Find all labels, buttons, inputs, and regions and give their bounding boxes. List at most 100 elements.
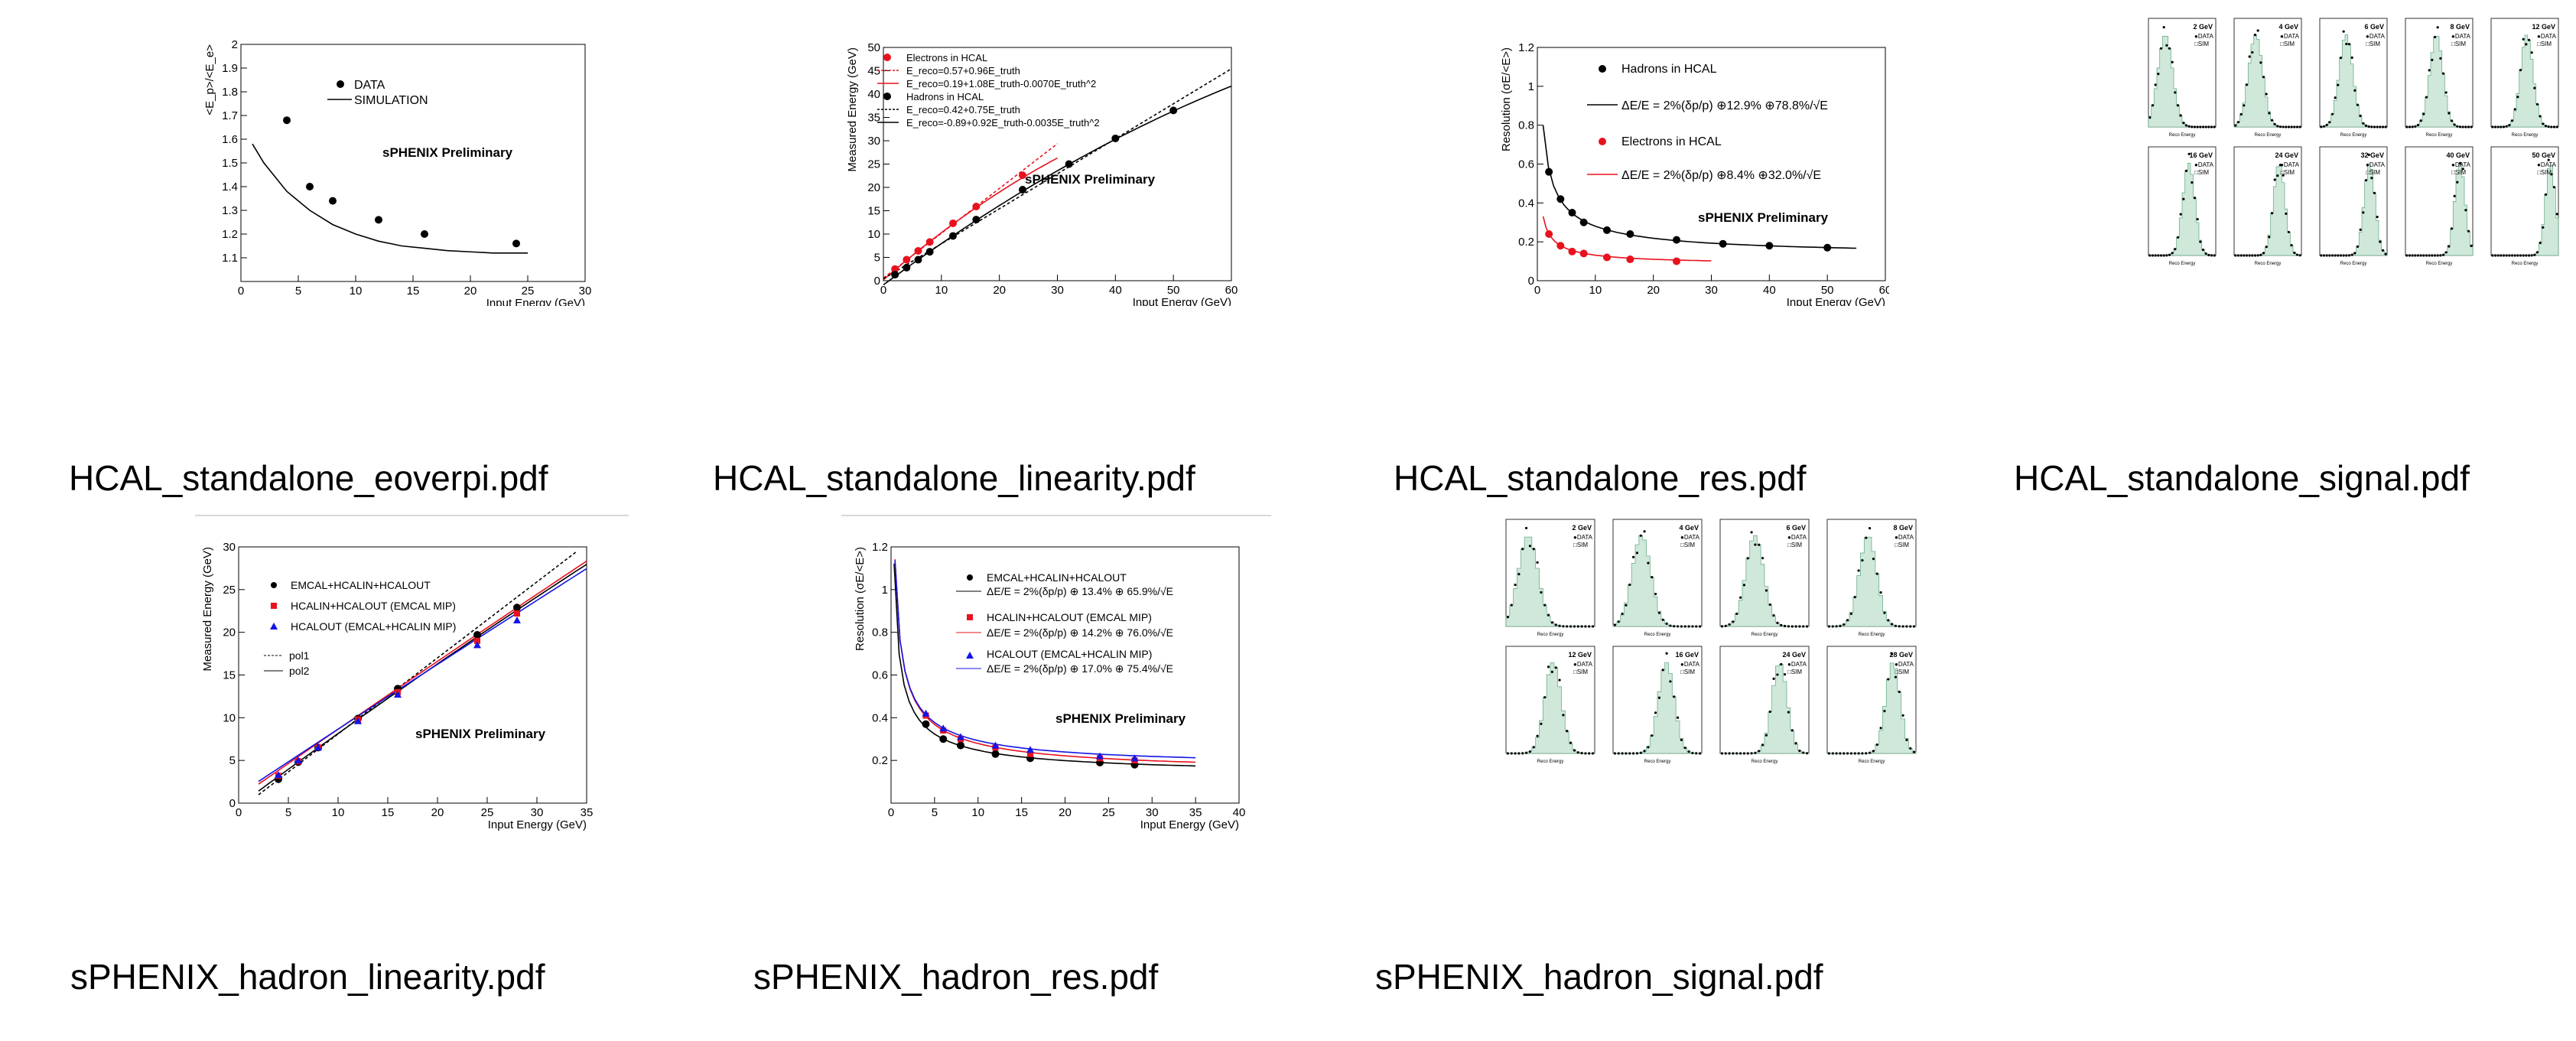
data-point — [2287, 125, 2291, 128]
legend-label: Hadrons in HCAL — [906, 91, 984, 102]
file-tile-hcal-eoverpi[interactable]: 0 5 10 15 20 25 30 1.1 1.2 1.3 1.4 1.5 1.6 1.7 1.8 1.9 2… — [191, 31, 635, 306]
x-tick-label: 25 — [522, 285, 535, 298]
data-point — [2295, 253, 2299, 256]
signal-panel: 40 GeV ●DATA□SIM Reco Energy — [2405, 146, 2474, 266]
data-point — [2245, 83, 2249, 86]
file-tile-sphenix-res[interactable]: 0 5 10 15 20 25 30 35 40 0.2 0.4 0.6 0.8 1 1.2 Input En… — [841, 535, 1247, 834]
data-point — [329, 197, 337, 205]
x-tick-label: 60 — [1225, 284, 1238, 297]
x-tick-label: 30 — [531, 806, 544, 819]
data-point — [2408, 254, 2412, 257]
data-point — [1588, 752, 1591, 755]
legend-label: □SIM — [2366, 169, 2380, 176]
point-all — [939, 735, 948, 743]
file-tile-hcal-res[interactable]: 0 10 20 30 40 50 60 0 0.2 0.4 0.6 0.8 1 1.2 Input Ener… — [1491, 31, 1889, 306]
file-tile-sphenix-linearity[interactable]: 0 5 10 15 20 25 30 35 0 5 10 15 20 25 30 Input Energy (… — [191, 535, 597, 834]
file-tile-hcal-signal[interactable]: 2 GeV ●DATA □SIM Reco Energy 4 GeV ●DATA □SIM R… — [2138, 15, 2566, 275]
file-name[interactable]: HCAL_standalone_res.pdf — [1394, 458, 1807, 498]
data-point — [1791, 625, 1794, 628]
legend-label: □SIM — [2194, 169, 2209, 176]
thumbnail[interactable]: 0 5 10 15 20 25 30 35 40 0.2 0.4 0.6 0.8 1 1.2 Input En… — [841, 535, 1247, 834]
data-point — [2510, 254, 2514, 257]
thumbnail[interactable]: 0 10 20 30 40 50 60 0 5 10 15 20 25 30 35 40 45 50 Input E… — [841, 31, 1254, 306]
thumbnail[interactable]: 0 10 20 30 40 50 60 0 0.2 0.4 0.6 0.8 1 1.2 Input Ener… — [1491, 31, 1889, 306]
data-point — [2259, 253, 2262, 256]
data-point — [2436, 26, 2439, 29]
thumbnail[interactable]: 0 5 10 15 20 25 30 35 0 5 10 15 20 25 30 Input Energy (… — [191, 535, 597, 834]
data-point — [2405, 254, 2408, 257]
chart-title: sPHENIX Preliminary — [382, 145, 513, 160]
data-point — [2191, 125, 2194, 128]
hadron-point — [1603, 226, 1611, 234]
legend-label: EMCAL+HCALIN+HCALOUT — [291, 579, 431, 591]
data-point — [2425, 254, 2428, 257]
data-point — [1683, 625, 1686, 628]
point-hcal — [474, 637, 480, 644]
file-name[interactable]: HCAL_standalone_linearity.pdf — [713, 458, 1195, 498]
data-point — [1543, 603, 1547, 607]
data-point — [2253, 34, 2257, 37]
data-point — [2157, 73, 2160, 76]
legend-label: HCALOUT (EMCAL+HCALIN MIP) — [987, 648, 1152, 660]
data-point — [306, 183, 314, 190]
data-point — [1868, 526, 1872, 530]
signal-panel: 4 GeV ●DATA□SIM Reco Energy — [1612, 519, 1703, 637]
data-point — [2502, 254, 2506, 257]
data-point — [1695, 752, 1698, 755]
file-name[interactable]: sPHENIX_hadron_res.pdf — [753, 957, 1159, 997]
data-point — [1536, 561, 1539, 564]
data-point — [1628, 583, 1631, 587]
x-tick-label: 10 — [350, 285, 363, 298]
panel-energy-label: 2 GeV — [1572, 524, 1592, 532]
thumbnail-signal-grid[interactable]: 2 GeV ●DATA □SIM Reco Energy 4 GeV ●DATA □SIM R… — [1495, 516, 1924, 773]
data-point — [2199, 125, 2202, 128]
panel-energy-label: 12 GeV — [1568, 651, 1592, 659]
data-point — [1617, 752, 1620, 755]
y-tick-label: 35 — [867, 112, 880, 125]
data-point — [2416, 123, 2420, 127]
data-point — [1628, 752, 1631, 755]
y-axis-label: <E_p>/<E_e> — [203, 44, 216, 115]
data-point — [1853, 752, 1856, 755]
data-point — [1798, 625, 1801, 628]
data-point — [1635, 752, 1639, 755]
x-axis-label: Reco Energy — [1859, 760, 1885, 764]
file-name[interactable]: sPHENIX_hadron_signal.pdf — [1375, 957, 1823, 997]
data-point — [1657, 696, 1661, 699]
legend-label: ●DATA — [1895, 534, 1914, 541]
thumbnail[interactable]: 0 5 10 15 20 25 30 1.1 1.2 1.3 1.4 1.5 1.6 1.7 1.8 1.9 2… — [191, 31, 635, 306]
legend-label: pol2 — [289, 665, 310, 677]
file-tile-sphenix-signal[interactable]: 2 GeV ●DATA □SIM Reco Energy 4 GeV ●DATA □SIM R… — [1495, 516, 1924, 773]
data-point — [2496, 254, 2500, 257]
data-point — [1687, 750, 1690, 753]
file-name[interactable]: HCAL_standalone_eoverpi.pdf — [69, 458, 548, 498]
data-point — [2539, 115, 2542, 118]
legend-label: □SIM — [2537, 41, 2552, 47]
thumbnail-signal-grid[interactable]: 2 GeV ●DATA □SIM Reco Energy 4 GeV ●DATA □SIM R… — [2138, 15, 2566, 275]
electron-point — [949, 219, 957, 227]
data-point — [2444, 91, 2448, 94]
data-point — [1805, 625, 1809, 628]
y-tick-label: 0.8 — [872, 626, 888, 639]
signal-panel: 4 GeV ●DATA□SIM Reco Energy — [2233, 18, 2302, 138]
data-point — [2193, 125, 2197, 128]
data-point — [2441, 72, 2445, 75]
data-point — [1890, 652, 1894, 656]
data-point — [1558, 624, 1561, 627]
y-tick-label: 1.1 — [222, 252, 238, 265]
point-hcalout — [314, 743, 322, 751]
data-point — [2234, 254, 2237, 257]
data-point — [1657, 611, 1661, 614]
data-point — [2165, 44, 2168, 47]
x-axis-label: Reco Energy — [2426, 262, 2453, 266]
legend-marker — [270, 623, 278, 629]
data-point — [1524, 526, 1528, 530]
data-point — [1643, 530, 1646, 533]
file-tile-hcal-linearity[interactable]: 0 10 20 30 40 50 60 0 5 10 15 20 25 30 35 40 45 50 Input E… — [841, 31, 1254, 306]
data-point — [1639, 751, 1642, 754]
file-name[interactable]: HCAL_standalone_signal.pdf — [2014, 458, 2470, 498]
file-name[interactable]: sPHENIX_hadron_linearity.pdf — [70, 957, 545, 997]
x-tick-label: 10 — [1589, 284, 1602, 297]
data-point — [1754, 543, 1757, 546]
legend-marker — [271, 582, 277, 588]
